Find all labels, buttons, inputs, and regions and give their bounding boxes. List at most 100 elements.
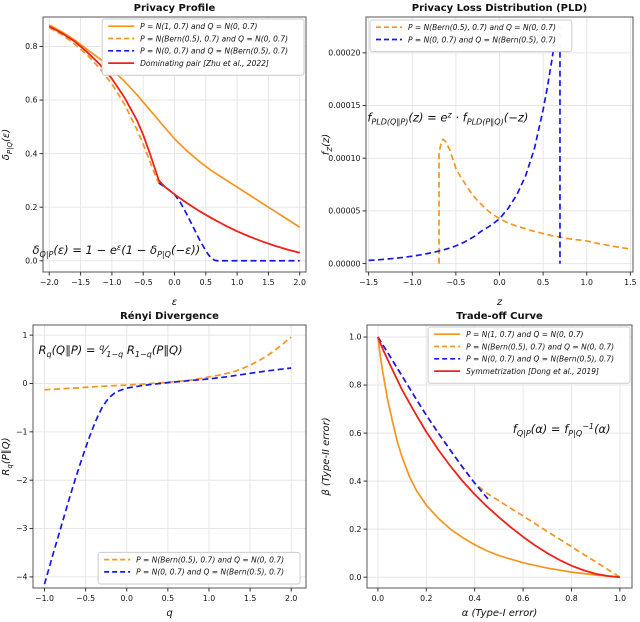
legend-item: P = N(Bern(0.5), 0.7) and Q = N(0, 0.7) — [108, 34, 288, 43]
x-tick-label: 0.8 — [565, 594, 577, 603]
y-tick-label: 0.6 — [25, 96, 37, 105]
legend: P = N(1, 0.7) and Q = N(0, 0.7) P = N(Ber… — [427, 326, 631, 384]
legend: P = N(Bern(0.5), 0.7) and Q = N(0, 0.7) P… — [97, 551, 301, 585]
x-tick-label: 1.5 — [262, 278, 274, 287]
math-fragment: PLD(Q∥P) — [371, 118, 408, 127]
y-axis-label: δP|Q(ε) — [1, 129, 14, 160]
math-fragment: α (Type-I error) — [462, 608, 538, 619]
math-fragment: (−z) — [504, 111, 529, 125]
math-fragment: β (Type-II error) — [321, 417, 332, 496]
math-fragment: q — [46, 350, 51, 359]
legend-label: Symmetrization [Dong et al., 2019] — [466, 367, 599, 376]
plot-title: Privacy Profile — [134, 3, 216, 14]
math-fragment: (α) = f — [531, 422, 571, 436]
y-tick-label: −3 — [16, 524, 28, 533]
y-tick-label: 0.4 — [349, 477, 361, 486]
series-line-symmetrization-dong-et-al-2019 — [377, 336, 620, 579]
math-fragment: z — [496, 297, 503, 308]
x-tick-label: 1.0 — [614, 594, 626, 603]
legend: P = N(Bern(0.5), 0.7) and Q = N(0, 0.7) P… — [369, 19, 573, 53]
annotation-text: δQ|P(ε) = 1 − eε(1 − δP|Q(−ε)) — [32, 243, 200, 259]
y-tick-label: 0.2 — [349, 525, 361, 534]
x-tick-label: −1.5 — [71, 278, 90, 287]
math-fragment: R — [123, 343, 135, 357]
series-line-p-n-1-0-7-and-q-n-0-0-7 — [48, 24, 301, 228]
x-tick-label: −1.0 — [403, 278, 422, 287]
annotation-text: fPLD(Q∥P)(z) = ez · fPLD(P∥Q)(−z) — [367, 111, 528, 127]
y-tick-label: 0.00015 — [328, 101, 360, 110]
x-tick-label: 0.2 — [420, 594, 432, 603]
legend-item: P = N(0, 0.7) and Q = N(Bern(0.5), 0.7) — [108, 47, 288, 56]
math-fragment: Q|P — [40, 250, 54, 259]
x-tick-label: 0.0 — [372, 594, 384, 603]
y-tick-label: 1.0 — [349, 333, 361, 342]
legend-label: P = N(0, 0.7) and Q = N(Bern(0.5), 0.7) — [408, 35, 556, 44]
series-line-p-n-bern-0-5-0-7-and-q-n-0-0-7 — [48, 26, 160, 184]
math-fragment: δ — [1, 154, 12, 160]
x-tick-label: 1.0 — [581, 278, 593, 287]
math-fragment: ε — [117, 243, 122, 252]
math-fragment: P|Q — [6, 142, 14, 155]
legend-item: Symmetrization [Dong et al., 2019] — [434, 367, 599, 376]
x-tick-label: 0.6 — [517, 594, 529, 603]
subplot-privacy-loss-distribution: −1.5 −1.0 −0.5 0.0 0.5 1.0 1.5 0.00000 0.00005 0.… — [320, 0, 640, 311]
x-tick-label: 0.0 — [493, 278, 505, 287]
y-tick-label: 0.00020 — [328, 49, 360, 58]
y-tick-label: −2 — [16, 476, 28, 485]
x-tick-label: −0.5 — [446, 278, 465, 287]
legend-box — [101, 18, 305, 76]
subplot-cell-privacy-profile: −2.0 −1.5 −1.0 −0.5 0.0 0.5 1.0 1.5 2.0 0.0 0.2 0.4… — [0, 0, 320, 311]
legend-item: P = N(Bern(0.5), 0.7) and Q = N(0, 0.7) — [434, 342, 614, 351]
math-fragment: 1−q — [106, 350, 123, 359]
legend-label: P = N(Bern(0.5), 0.7) and Q = N(0, 0.7) — [136, 555, 284, 564]
math-fragment: (z) — [321, 134, 332, 147]
x-tick-label: 1.0 — [231, 278, 243, 287]
math-fragment: (ε) — [1, 129, 12, 142]
math-fragment: R — [1, 469, 12, 476]
x-tick-label: 0.0 — [121, 594, 133, 603]
legend-box — [427, 326, 631, 384]
series-line-p-n-0-0-7-and-q-n-bern-0-5-0-7 — [368, 25, 561, 264]
y-tick-label: 0.00005 — [328, 207, 360, 216]
x-tick-label: 1.5 — [624, 278, 636, 287]
x-tick-label: −1.0 — [102, 278, 121, 287]
legend: P = N(1, 0.7) and Q = N(0, 0.7) P = N(Ber… — [101, 18, 305, 76]
series-line-p-n-bern-0-5-0-7-and-q-n-0-0-7 — [438, 138, 631, 264]
math-fragment: PLD(P∥Q) — [467, 118, 504, 127]
math-fragment: (1 − δ — [121, 243, 157, 257]
legend-item: P = N(1, 0.7) and Q = N(0, 0.7) — [108, 22, 257, 31]
math-fragment: Q|P — [517, 429, 531, 438]
math-fragment: f — [321, 150, 332, 155]
x-tick-label: −2.0 — [40, 278, 59, 287]
y-tick-label: 0.0 — [25, 256, 37, 265]
legend-item: P = N(1, 0.7) and Q = N(0, 0.7) — [434, 330, 583, 339]
legend-label: Dominating pair [Zhu et al., 2022] — [140, 59, 269, 68]
x-tick-label: 0.5 — [200, 278, 212, 287]
math-fragment: q — [166, 608, 172, 619]
series-line-p-n-bern-0-5-0-7-and-q-n-0-0-7 — [44, 336, 292, 391]
x-tick-label: 0.5 — [537, 278, 549, 287]
math-fragment: z — [446, 111, 452, 120]
y-axis-label: β (Type-II error) — [321, 417, 332, 496]
series-line-p-n-0-0-7-and-q-n-bern-0-5-0-7 — [158, 182, 300, 262]
math-fragment: P|Q — [157, 250, 172, 259]
legend-label: P = N(1, 0.7) and Q = N(0, 0.7) — [140, 22, 257, 31]
plot-title: Privacy Loss Distribution (PLD) — [412, 3, 587, 14]
y-tick-label: −1 — [16, 428, 28, 437]
legend-label: P = N(Bern(0.5), 0.7) and Q = N(0, 0.7) — [140, 34, 288, 43]
legend-item: P = N(Bern(0.5), 0.7) and Q = N(0, 0.7) — [376, 23, 556, 32]
x-tick-label: 2.0 — [285, 594, 297, 603]
subplot-cell-tradeoff-curve: 0.0 0.2 0.4 0.6 0.8 1.0 0.0 0.2 0.4 0.6 0.8 1.0 Trad… — [320, 311, 640, 622]
x-tick-label: 1.5 — [244, 594, 256, 603]
math-fragment: q — [99, 343, 104, 352]
legend-label: P = N(1, 0.7) and Q = N(0, 0.7) — [466, 330, 583, 339]
legend-item: P = N(0, 0.7) and Q = N(Bern(0.5), 0.7) — [104, 568, 284, 577]
series-line-p-n-0-0-7-and-q-n-bern-0-5-0-7 — [43, 367, 292, 585]
math-fragment: P|Q — [568, 429, 583, 438]
subplot-renyi-divergence: −1.0 −0.5 0.0 0.5 1.0 1.5 2.0 −4 −3 −2 −1 0 1 Rényi D… — [0, 311, 320, 622]
y-axis-label: Rq(P∥Q) — [1, 437, 14, 475]
series-line-p-n-1-0-7-and-q-n-0-0-7 — [377, 336, 620, 579]
x-tick-label: −0.5 — [76, 594, 95, 603]
annotation-text: Rq(Q∥P) = q⁄1−q R1−q(P∥Q) — [38, 343, 182, 359]
